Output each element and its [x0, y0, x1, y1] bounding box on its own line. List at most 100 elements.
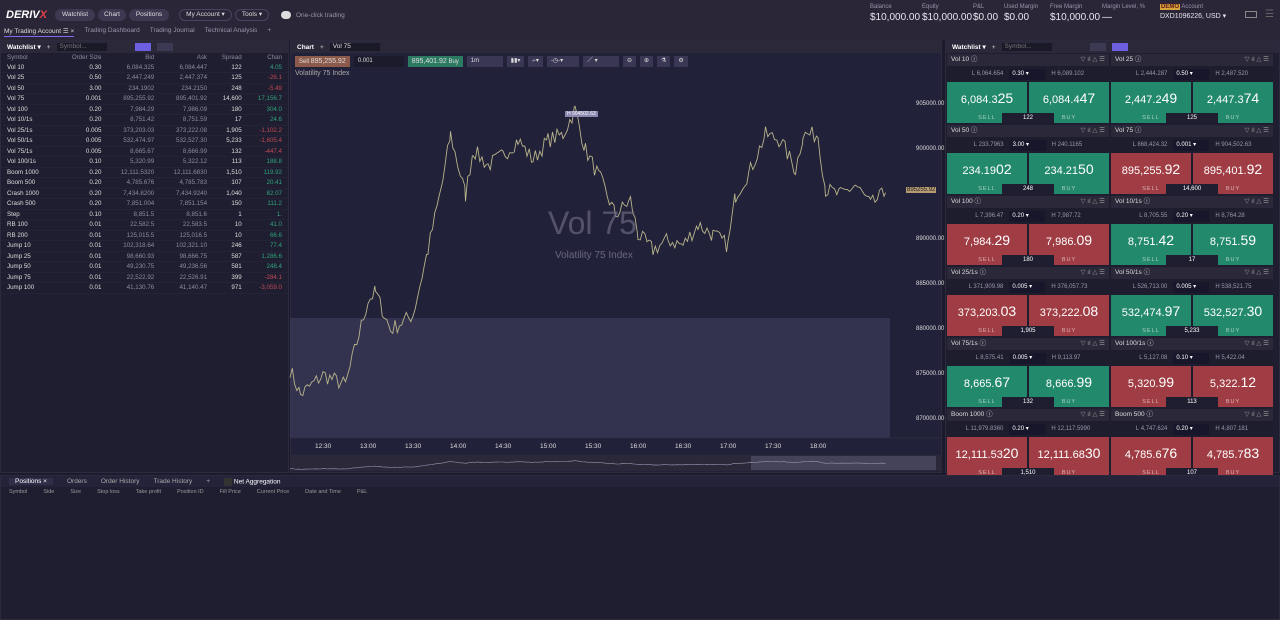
- watchlist-row[interactable]: Jump 25 0.01 98,660.93 98,666.75 587 1,2…: [1, 251, 288, 262]
- chart-symbol-input[interactable]: Vol 75: [329, 43, 380, 51]
- tools-dropdown[interactable]: Tools ▾: [235, 9, 269, 21]
- tab-trade-history[interactable]: Trade History: [153, 478, 193, 485]
- tab-technical-analysis[interactable]: Technical Analysis: [204, 27, 258, 34]
- positions-column-header[interactable]: Date and Time: [305, 489, 341, 495]
- watchlist-row[interactable]: Crash 500 0.20 7,851.004 7,851.154 150 1…: [1, 199, 288, 209]
- watchlist-row[interactable]: Vol 50/1s 0.005 532,474.97 532,527.30 5,…: [1, 136, 288, 146]
- order-size[interactable]: 0.005: [85, 126, 102, 134]
- positions-column-header[interactable]: Position ID: [177, 489, 204, 495]
- watchlist-row[interactable]: Jump 75 0.01 22,522.92 22,526.91 399 -28…: [1, 272, 288, 283]
- info-icon[interactable]: ⓘ: [979, 340, 987, 347]
- watchlist-row[interactable]: Crash 1000 0.20 7,434.8200 7,434.9240 1,…: [1, 188, 288, 199]
- one-click-toggle[interactable]: [281, 11, 291, 19]
- tile-actions-icons[interactable]: ▽ ıl △ ☰: [1080, 56, 1106, 63]
- tile-actions-icons[interactable]: ▽ ıl △ ☰: [1244, 198, 1270, 205]
- tile-size-select[interactable]: 0.005 ▾: [1009, 352, 1046, 364]
- watchlist-row[interactable]: Jump 100 0.01 41,130.76 41,140.47 971 -3…: [1, 283, 288, 293]
- tile-size-select[interactable]: 0.005 ▾: [1009, 281, 1046, 293]
- order-size[interactable]: 0.50: [89, 74, 102, 82]
- chart-buy-button[interactable]: 895,401.92 Buy: [407, 56, 463, 67]
- order-size[interactable]: 0.005: [85, 137, 102, 145]
- tile-actions-icons[interactable]: ▽ ıl △ ☰: [1080, 269, 1106, 276]
- info-icon[interactable]: ⓘ: [1134, 56, 1142, 63]
- add-icon[interactable]: +: [991, 43, 996, 51]
- order-size[interactable]: 0.01: [89, 242, 102, 250]
- order-size[interactable]: 0.20: [89, 168, 102, 176]
- bid[interactable]: 532,474.97: [123, 137, 155, 145]
- bid[interactable]: 2,447.249: [126, 74, 155, 82]
- column-header[interactable]: Ask: [196, 54, 208, 61]
- bid[interactable]: 234.1902: [128, 84, 155, 92]
- tile-watchlist-title[interactable]: Watchlist ▾: [952, 44, 986, 51]
- account-selector[interactable]: DEMO Account DXD1096226, USD ▾: [1160, 4, 1227, 20]
- tile-size-select[interactable]: 0.10 ▾: [1173, 352, 1210, 364]
- ask[interactable]: 41,140.47: [179, 284, 208, 292]
- info-icon[interactable]: ⓘ: [1147, 340, 1154, 347]
- column-header[interactable]: Chan: [267, 54, 282, 61]
- order-size[interactable]: 0.001: [85, 95, 102, 103]
- add-tab-button[interactable]: +: [206, 478, 211, 485]
- tile-size-select[interactable]: 0.20 ▾: [1173, 423, 1210, 435]
- timeframe-select[interactable]: 1m: [466, 56, 503, 67]
- list-view-toggle[interactable]: [134, 43, 151, 51]
- drawing-tool-icon[interactable]: ／ ▾: [582, 56, 619, 67]
- bid[interactable]: 8,851.5: [133, 210, 155, 218]
- sell-button[interactable]: 2,447.249 SELL: [1111, 82, 1191, 123]
- settings-icon[interactable]: ⚙: [674, 56, 688, 67]
- order-size[interactable]: 0.20: [89, 200, 102, 208]
- ask[interactable]: 2,447.374: [179, 74, 208, 82]
- order-size[interactable]: 0.10: [89, 158, 102, 166]
- ask[interactable]: 8,666.99: [182, 147, 208, 155]
- order-size[interactable]: 0.10: [89, 210, 102, 218]
- info-icon[interactable]: ⓘ: [1134, 127, 1142, 134]
- ask[interactable]: 22,526.91: [179, 273, 208, 281]
- ask[interactable]: 102,321.10: [176, 242, 208, 250]
- ask[interactable]: 125,016.5: [179, 231, 208, 239]
- watchlist-row[interactable]: Boom 500 0.20 4,785.676 4,785.783 107 20…: [1, 178, 288, 188]
- ask[interactable]: 8,851.6: [186, 210, 208, 218]
- chart-sell-button[interactable]: Sell 895,255.92: [295, 56, 350, 67]
- order-size[interactable]: 0.20: [89, 105, 102, 113]
- tile-actions-icons[interactable]: ▽ ıl △ ☰: [1244, 411, 1270, 418]
- indicators-icon[interactable]: ⌐▾: [528, 56, 543, 67]
- watchlist-row[interactable]: Vol 100 0.20 7,984.29 7,986.09 180 304.0: [1, 104, 288, 115]
- bid[interactable]: 12,111.5320: [120, 168, 155, 176]
- bid[interactable]: 98,660.93: [126, 252, 155, 260]
- column-header[interactable]: Bid: [145, 54, 155, 61]
- buy-button[interactable]: 4,785.783 BUY: [1193, 437, 1273, 478]
- watchlist-row[interactable]: Boom 1000 0.20 12,111.5320 12,111.6830 1…: [1, 167, 288, 178]
- info-icon[interactable]: ⓘ: [1146, 411, 1153, 418]
- tile-actions-icons[interactable]: ▽ ıl △ ☰: [1244, 269, 1270, 276]
- tab-positions[interactable]: Positions ×: [9, 478, 53, 485]
- bid[interactable]: 22,522.92: [126, 273, 155, 281]
- watchlist-row[interactable]: Vol 75/1s 0.005 8,665.67 8,666.99 132 -4…: [1, 146, 288, 157]
- flask-icon[interactable]: ⚗: [657, 56, 671, 67]
- info-icon[interactable]: ⓘ: [986, 411, 993, 418]
- add-icon[interactable]: +: [319, 43, 324, 51]
- tile-actions-icons[interactable]: ▽ ıl △ ☰: [1244, 127, 1270, 134]
- clock-icon[interactable]: -◷-▾: [546, 56, 579, 67]
- bid[interactable]: 49,230.75: [126, 263, 155, 271]
- ask[interactable]: 7,851.154: [179, 200, 208, 208]
- tab-orders[interactable]: Orders: [66, 478, 87, 485]
- zoom-out-icon[interactable]: ⊖: [622, 56, 636, 67]
- symbol-search-input[interactable]: Symbol...: [56, 43, 107, 51]
- info-icon[interactable]: ⓘ: [974, 198, 982, 205]
- ask[interactable]: 12,111.6830: [173, 168, 208, 176]
- add-icon[interactable]: +: [46, 43, 51, 51]
- watchlist-row[interactable]: Vol 100/1s 0.10 5,320.99 5,322.12 113 18…: [1, 157, 288, 167]
- tab-trading-journal[interactable]: Trading Journal: [149, 27, 195, 34]
- positions-column-header[interactable]: Fill Price: [219, 489, 241, 495]
- chart-type-icon[interactable]: ▮▮▾: [506, 56, 525, 67]
- bid[interactable]: 41,130.76: [126, 284, 155, 292]
- bid[interactable]: 373,203.03: [123, 126, 155, 134]
- positions-column-header[interactable]: Side: [43, 489, 55, 495]
- watchlist-row[interactable]: Jump 10 0.01 102,318.64 102,321.10 246 7…: [1, 241, 288, 251]
- bid[interactable]: 4,785.676: [126, 179, 155, 187]
- watchlist-row[interactable]: Vol 50 3.00 234.1902 234.2150 248 -5.49: [1, 83, 288, 94]
- list-view-toggle[interactable]: [1089, 43, 1106, 51]
- bid[interactable]: 7,434.8200: [123, 189, 155, 197]
- order-size[interactable]: 0.01: [89, 231, 102, 239]
- order-size[interactable]: 0.30: [89, 63, 102, 71]
